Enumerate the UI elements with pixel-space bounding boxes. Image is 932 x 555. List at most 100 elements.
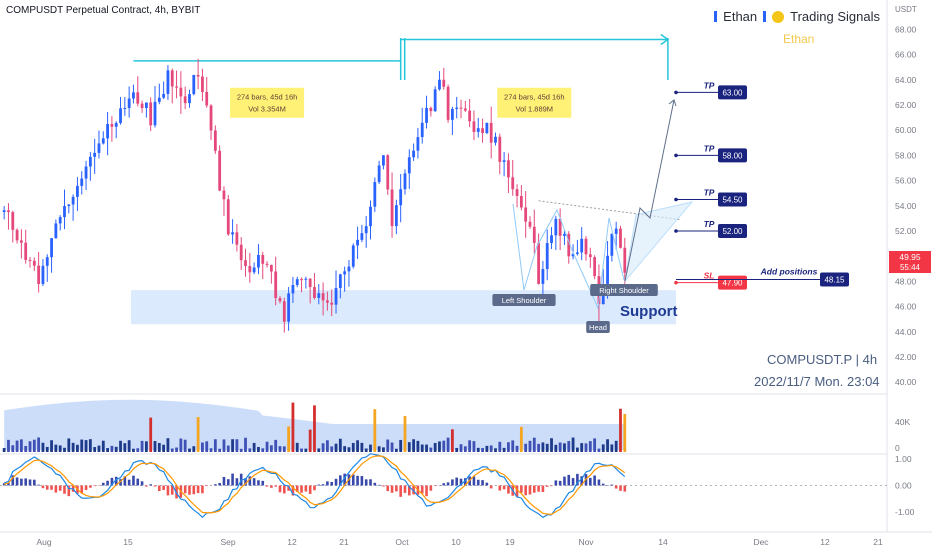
oscillator-histogram-bar <box>227 479 230 485</box>
oscillator-histogram-bar <box>378 485 381 486</box>
candle-body <box>399 189 402 205</box>
tp-value: 63.00 <box>722 88 743 97</box>
oscillator-histogram-bar <box>507 486 510 494</box>
volume-bar <box>63 448 66 452</box>
volume-bar <box>223 439 226 452</box>
volume-bar <box>554 445 557 452</box>
oscillator-histogram-bar <box>322 484 325 485</box>
volume-bar <box>593 438 596 452</box>
oscillator-histogram-bar <box>386 486 389 492</box>
candle-body <box>610 234 613 256</box>
candle-body <box>218 151 221 191</box>
price-tick-label: 46.00 <box>895 302 917 312</box>
candle-body <box>214 130 217 150</box>
candle-body <box>386 155 389 189</box>
volume-bar <box>606 439 609 452</box>
oscillator-histogram-bar <box>59 486 62 491</box>
volume-bar <box>158 443 161 452</box>
channel-bar-icon <box>763 11 766 22</box>
oscillator-histogram-bar <box>128 480 131 486</box>
candle-body <box>356 240 359 246</box>
volume-bar <box>141 441 144 452</box>
volume-bar <box>619 409 622 452</box>
oscillator-histogram-bar <box>503 486 506 490</box>
candle-body <box>253 268 256 273</box>
oscillator-histogram-bar <box>231 474 234 486</box>
author-badge: Ethan Trading Signals <box>714 9 880 24</box>
candle-body <box>158 98 161 102</box>
oscillator-histogram-bar <box>361 476 364 485</box>
candle-body <box>300 279 303 280</box>
add-label: Add positions <box>760 267 818 277</box>
candle-body <box>197 75 200 77</box>
oscillator-histogram-bar <box>529 486 532 495</box>
volume-bar <box>520 427 523 452</box>
volume-bar <box>602 444 605 452</box>
candle-body <box>460 108 463 109</box>
volume-bar <box>227 446 230 452</box>
volume-bar <box>244 438 247 452</box>
oscillator-histogram-bar <box>425 486 428 497</box>
volume-bar <box>106 448 109 452</box>
oscillator-histogram-bar <box>326 481 329 485</box>
volume-bar <box>550 438 553 452</box>
oscillator-histogram-bar <box>236 478 239 485</box>
volume-bar <box>261 448 264 452</box>
volume-bar <box>533 438 536 452</box>
candle-body <box>464 108 467 110</box>
candle-body <box>111 124 114 127</box>
volume-bar <box>188 449 191 452</box>
volume-bar <box>425 445 428 452</box>
oscillator-histogram-bar <box>550 486 553 487</box>
channel-name: Trading Signals <box>790 9 880 24</box>
candle-body <box>20 240 23 242</box>
volume-bar <box>615 441 618 452</box>
volume-bar <box>455 448 458 452</box>
price-tick-label: 68.00 <box>895 24 917 34</box>
volume-bar <box>494 448 497 452</box>
watermark-time: 2022/11/7 Mon. 23:04 <box>754 374 880 389</box>
oscillator-tick-label: -1.00 <box>895 507 915 517</box>
candle-body <box>33 261 36 266</box>
volume-bar <box>352 443 355 452</box>
candle-body <box>184 96 187 103</box>
volume-bar <box>304 449 307 452</box>
volume-bar <box>360 443 363 452</box>
volume-bar <box>11 445 14 452</box>
oscillator-histogram-bar <box>434 486 437 487</box>
oscillator-histogram-bar <box>270 486 273 488</box>
volume-bar <box>123 443 126 452</box>
volume-bar <box>292 403 295 452</box>
oscillator-histogram-bar <box>266 486 269 487</box>
candle-body <box>235 232 238 244</box>
candle-body <box>533 227 536 243</box>
volume-bar <box>447 438 450 452</box>
volume-bar <box>192 446 195 452</box>
volume-bar <box>253 443 256 452</box>
candle-body <box>503 160 506 162</box>
candle-body <box>438 80 441 90</box>
oscillator-histogram-bar <box>309 486 312 494</box>
volume-bar <box>580 443 583 452</box>
volume-bar <box>498 442 501 452</box>
candle-body <box>89 157 92 167</box>
volume-bar <box>7 440 10 452</box>
candle-body <box>546 243 549 269</box>
oscillator-histogram-bar <box>481 480 484 485</box>
volume-bar <box>356 440 359 452</box>
oscillator-histogram-bar <box>102 483 105 486</box>
oscillator-histogram-bar <box>29 479 32 485</box>
oscillator-tick-label: 1.00 <box>895 454 912 464</box>
oscillator-histogram-bar <box>537 486 540 492</box>
volume-bar <box>59 445 62 452</box>
oscillator-histogram-bar <box>201 486 204 494</box>
oscillator-histogram-bar <box>451 479 454 485</box>
pattern-label: Left Shoulder <box>492 294 555 306</box>
oscillator-histogram-bar <box>430 486 433 491</box>
candle-body <box>11 212 14 230</box>
oscillator-histogram-bar <box>162 486 165 490</box>
candle-body <box>421 123 424 137</box>
candle-body <box>520 196 523 208</box>
